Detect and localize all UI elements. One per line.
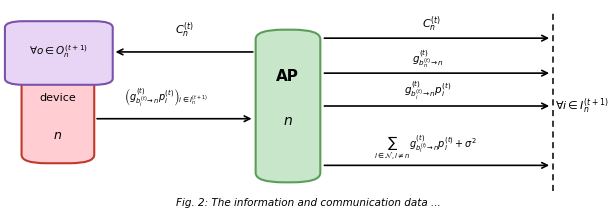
Text: $C_n^{(t)}$: $C_n^{(t)}$ bbox=[176, 21, 194, 40]
FancyBboxPatch shape bbox=[256, 30, 320, 182]
FancyBboxPatch shape bbox=[22, 70, 94, 163]
Text: $n$: $n$ bbox=[283, 114, 293, 128]
FancyBboxPatch shape bbox=[5, 21, 113, 85]
Text: $\left(g_{b_i^{(t)}\!\to n}^{(t)} p_i^{(t)}\right)_{i\in I_n^{(t+1)}}$: $\left(g_{b_i^{(t)}\!\to n}^{(t)} p_i^{(… bbox=[124, 86, 208, 108]
Text: $\sum_{l\in\mathcal{N},l\neq n} g_{b_l^{(t)}\!\to n}^{(t)} p_l^{(t)} + \sigma^2$: $\sum_{l\in\mathcal{N},l\neq n} g_{b_l^{… bbox=[373, 134, 477, 162]
Text: $\forall i \in I_n^{(t+1)}$: $\forall i \in I_n^{(t+1)}$ bbox=[555, 96, 609, 116]
Text: AP: AP bbox=[276, 69, 299, 84]
Text: $\forall o \in O_n^{(t+1)}$: $\forall o \in O_n^{(t+1)}$ bbox=[29, 43, 88, 60]
Text: $g_{b_n^{(t)}\!\to n}^{(t)}$: $g_{b_n^{(t)}\!\to n}^{(t)}$ bbox=[412, 48, 444, 70]
Text: $n$: $n$ bbox=[54, 129, 62, 142]
Text: $g_{b_i^{(t)}\!\to n}^{(t)} p_i^{(t)}$: $g_{b_i^{(t)}\!\to n}^{(t)} p_i^{(t)}$ bbox=[404, 80, 452, 102]
Text: $C_n^{(t)}$: $C_n^{(t)}$ bbox=[422, 14, 440, 34]
Text: Fig. 2: The information and communication data ...: Fig. 2: The information and communicatio… bbox=[176, 198, 440, 208]
Text: device: device bbox=[39, 92, 76, 103]
